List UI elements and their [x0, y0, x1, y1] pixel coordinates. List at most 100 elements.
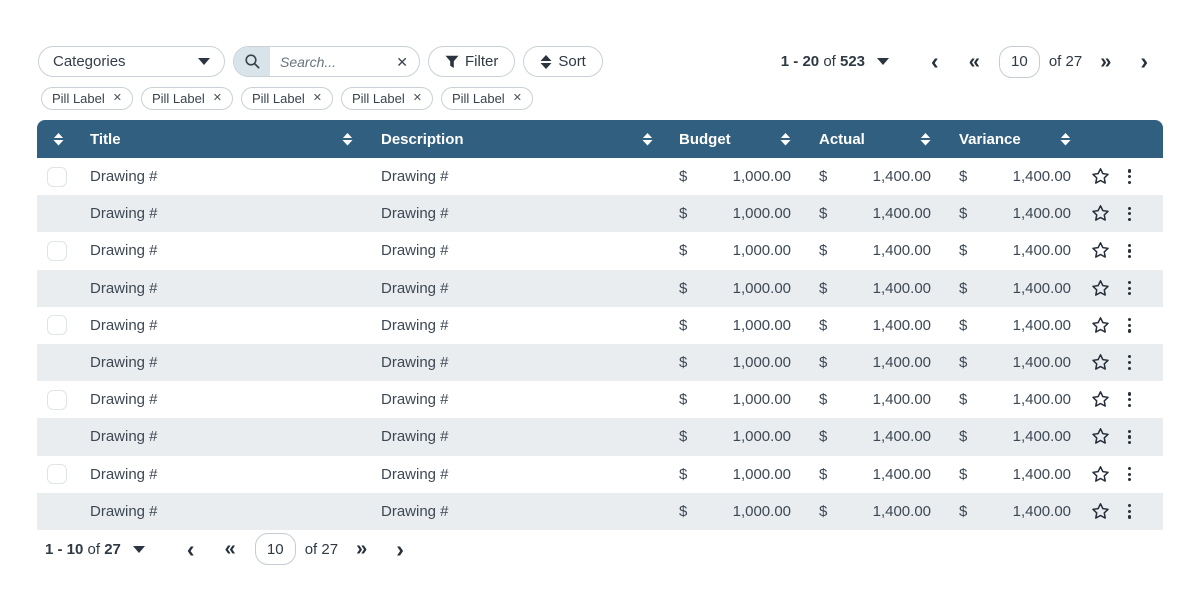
header-cell-title[interactable]: Title [80, 131, 365, 148]
row-checkbox[interactable] [47, 166, 67, 187]
search-icon [234, 47, 270, 76]
favorite-star-icon[interactable] [1090, 315, 1111, 336]
chevron-left-icon[interactable]: ‹ [931, 48, 939, 74]
column-label: Actual [819, 130, 865, 148]
actual-cell: $ 1,400.00 [805, 428, 945, 445]
row-checkbox[interactable] [47, 240, 67, 261]
more-options-icon[interactable] [1123, 203, 1136, 226]
header-cell-variance[interactable]: Variance [945, 131, 1085, 148]
pill-label-chip[interactable]: Pill Label ✕ [440, 87, 533, 110]
more-options-icon[interactable] [1123, 277, 1136, 300]
column-label: Variance [959, 130, 1021, 148]
row-checkbox[interactable] [47, 464, 67, 485]
title-cell: Drawing # [80, 168, 365, 185]
sort-icon[interactable] [342, 132, 353, 146]
sort-button[interactable]: Sort [523, 46, 603, 77]
pill-label-text: Pill Label [52, 91, 105, 106]
filter-button[interactable]: Filter [428, 46, 516, 77]
description-cell: Drawing # [365, 354, 665, 371]
search-input[interactable] [270, 53, 393, 70]
currency-symbol: $ [959, 168, 968, 186]
row-select-cell [37, 501, 80, 521]
variance-value: 1,400.00 [1012, 205, 1071, 223]
pill-label-text: Pill Label [151, 91, 205, 106]
row-checkbox[interactable] [47, 315, 67, 336]
favorite-star-icon[interactable] [1090, 352, 1111, 373]
pill-label-chip[interactable]: Pill Label ✕ [41, 87, 133, 110]
sort-icon[interactable] [780, 132, 791, 146]
more-options-icon[interactable] [1123, 314, 1136, 337]
page-number-input[interactable] [998, 45, 1040, 78]
actual-cell: $ 1,400.00 [805, 466, 945, 483]
currency-symbol: $ [679, 354, 688, 372]
favorite-star-icon[interactable] [1090, 426, 1111, 447]
favorite-star-icon[interactable] [1090, 240, 1111, 261]
header-cell-budget[interactable]: Budget [665, 131, 805, 148]
row-actions-cell [1085, 314, 1163, 337]
row-checkbox[interactable] [47, 389, 67, 410]
sort-icon[interactable] [920, 132, 931, 146]
favorite-star-icon[interactable] [1090, 464, 1111, 485]
more-options-icon[interactable] [1123, 351, 1136, 374]
row-actions-cell [1085, 203, 1163, 226]
favorite-star-icon[interactable] [1090, 166, 1111, 187]
more-options-icon[interactable] [1123, 426, 1136, 449]
more-options-icon[interactable] [1123, 500, 1136, 523]
search-box: ✕ [233, 46, 420, 77]
header-select-column[interactable] [37, 132, 80, 146]
page-number-input[interactable] [254, 533, 296, 565]
search-clear-icon[interactable]: ✕ [396, 53, 408, 70]
currency-symbol: $ [679, 502, 688, 520]
range-text: 1 - 10 [45, 540, 84, 558]
favorite-star-icon[interactable] [1090, 389, 1111, 410]
pill-remove-icon[interactable]: ✕ [112, 92, 122, 104]
currency-symbol: $ [679, 391, 688, 409]
description-value: Drawing # [381, 465, 449, 483]
categories-select[interactable]: Categories [38, 46, 225, 77]
range-dropdown-caret-icon[interactable] [132, 545, 145, 553]
pill-remove-icon[interactable]: ✕ [412, 92, 422, 104]
pill-label-chip[interactable]: Pill Label ✕ [340, 87, 433, 110]
description-value: Drawing # [381, 279, 449, 297]
first-page-icon[interactable]: « [968, 50, 980, 73]
more-options-icon[interactable] [1123, 240, 1136, 263]
budget-value: 1,000.00 [732, 205, 791, 223]
sort-icon[interactable] [53, 132, 64, 146]
more-options-icon[interactable] [1123, 463, 1136, 486]
header-cell-actual[interactable]: Actual [805, 131, 945, 148]
table-row: Drawing # Drawing # $ 1,000.00 $ 1,400.0… [37, 232, 1163, 270]
currency-symbol: $ [819, 168, 828, 186]
column-label: Budget [679, 130, 731, 148]
table-row: Drawing # Drawing # $ 1,000.00 $ 1,400.0… [37, 343, 1163, 382]
favorite-star-icon[interactable] [1090, 278, 1111, 299]
pill-remove-icon[interactable]: ✕ [312, 92, 322, 104]
pill-remove-icon[interactable]: ✕ [512, 92, 522, 104]
currency-symbol: $ [959, 465, 968, 483]
header-cell-description[interactable]: Description [365, 131, 665, 148]
variance-value: 1,400.00 [1012, 279, 1071, 297]
last-page-icon[interactable]: » [1100, 50, 1111, 73]
range-dropdown-caret-icon[interactable] [877, 58, 890, 65]
favorite-star-icon[interactable] [1090, 203, 1111, 224]
currency-symbol: $ [819, 316, 828, 334]
chevron-right-icon[interactable]: › [396, 535, 404, 562]
categories-select-value: Categories [53, 53, 126, 70]
description-cell: Drawing # [365, 466, 665, 483]
pill-label-chip[interactable]: Pill Label ✕ [240, 87, 333, 110]
chevron-left-icon[interactable]: ‹ [186, 535, 195, 562]
chevron-right-icon[interactable]: › [1140, 48, 1148, 74]
title-cell: Drawing # [80, 354, 365, 371]
last-page-icon[interactable]: » [356, 538, 367, 560]
description-value: Drawing # [381, 354, 449, 372]
pill-label-chip[interactable]: Pill Label ✕ [140, 87, 233, 110]
first-page-icon[interactable]: « [224, 538, 236, 560]
more-options-icon[interactable] [1123, 165, 1136, 188]
column-label: Description [381, 130, 464, 148]
more-options-icon[interactable] [1123, 388, 1136, 411]
favorite-star-icon[interactable] [1090, 501, 1111, 522]
sort-icon[interactable] [1060, 132, 1071, 146]
currency-symbol: $ [819, 502, 828, 520]
sort-icon[interactable] [642, 132, 653, 146]
pill-remove-icon[interactable]: ✕ [212, 92, 222, 104]
